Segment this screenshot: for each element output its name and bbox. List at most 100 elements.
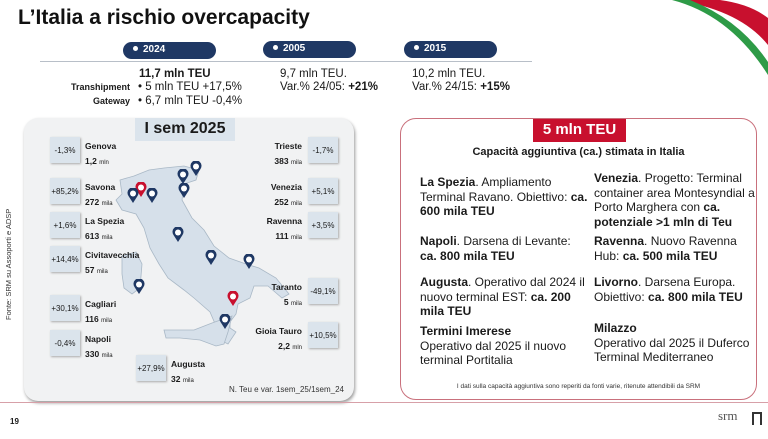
source-note: Fonte: SRM su Assoporti e ADSP — [4, 208, 13, 320]
port-label: La Spezia 613 mila — [85, 214, 124, 246]
capacity-port: Augusta — [420, 275, 468, 289]
capacity-item: Venezia. Progetto: Terminal container ar… — [594, 171, 755, 229]
total-2015: 10,2 mln TEU. — [412, 68, 486, 80]
port-name: Civitavecchia — [85, 250, 140, 260]
map-note: N. Teu e var. 1sem_25/1sem_24 — [228, 385, 344, 394]
port-value: 111 mila — [275, 231, 302, 241]
var-2005: Var.% 24/05: +21% — [280, 81, 378, 93]
label-transhipment: Transhipment — [70, 82, 130, 92]
port-label: Gioia Tauro 2,2 mln — [255, 324, 302, 356]
capacity-port: Venezia — [594, 171, 639, 185]
srm-logo: srm — [718, 408, 738, 423]
capacity-port: Ravenna — [594, 234, 645, 248]
port-label: Trieste 383 mila — [274, 139, 302, 171]
page-title: L’Italia a rischio overcapacity — [18, 6, 310, 29]
port-map-panel: I sem 2025 N. Teu e var. 1sem_25/1sem_24… — [24, 118, 354, 401]
capacity-item: Augusta. Operativo dal 2024 il nuovo ter… — [420, 275, 585, 318]
port-pin-icon — [243, 254, 255, 269]
port-value: 252 mila — [274, 197, 302, 207]
port-value: 272 mila — [85, 197, 113, 207]
port-pin-icon — [172, 227, 184, 242]
capacity-item: Termini Imerese Operativo dal 2025 il nuo… — [420, 324, 567, 367]
map-title: I sem 2025 — [135, 118, 235, 141]
port-name: Ravenna — [266, 216, 302, 226]
port-pin-icon — [178, 183, 190, 198]
label-gateway: Gateway — [92, 96, 130, 106]
port-change-2: +1,6% — [50, 212, 80, 238]
capacity-port: Milazzo — [594, 321, 637, 335]
port-label: Ravenna 111 mila — [267, 214, 302, 246]
port-name: Venezia — [270, 182, 302, 192]
timeline-line — [40, 61, 532, 62]
port-name: La Spezia — [85, 216, 125, 226]
gateway-value: • 6,7 mln TEU -0,4% — [138, 95, 243, 107]
port-pin-icon — [133, 279, 145, 294]
port-pin-icon — [227, 291, 239, 306]
port-value: 116 mila — [85, 314, 113, 324]
port-value: 330 mila — [85, 349, 113, 359]
capacity-item: Milazzo Operativo dal 2025 il Duferco Ter… — [594, 321, 750, 364]
port-change-5: -0,4% — [50, 330, 80, 356]
port-name: Taranto — [271, 282, 302, 292]
capacity-item: Napoli. Darsena di Levante: ca. 800 mila… — [420, 234, 571, 263]
srm-logo-mark — [752, 412, 762, 425]
capacity-port: La Spezia — [420, 175, 476, 189]
italian-flag-swoosh — [672, 0, 768, 75]
port-label: Savona 272 mila — [85, 180, 115, 212]
capacity-badge: 5 mln TEU — [533, 119, 626, 142]
port-name: Augusta — [171, 359, 205, 369]
port-label: Cagliari 116 mila — [85, 297, 116, 329]
port-change-7: -1,7% — [308, 137, 338, 163]
port-change-9: +3,5% — [308, 212, 338, 238]
capacity-item: La Spezia. Ampliamento Terminal Ravano. … — [420, 175, 588, 218]
transhipment-value: • 5 mln TEU +17,5% — [138, 81, 242, 93]
port-value: 613 mila — [85, 231, 113, 241]
port-pin-icon — [127, 188, 139, 203]
capacity-port: Napoli — [420, 234, 457, 248]
pill-2024: 2024 — [123, 42, 216, 59]
port-change-3: +14,4% — [50, 246, 80, 272]
port-change-11: +10,5% — [308, 322, 338, 348]
port-pin-icon — [219, 314, 231, 329]
port-name: Savona — [85, 182, 116, 192]
port-label: Napoli 330 mila — [85, 332, 113, 364]
port-name: Gioia Tauro — [255, 326, 302, 336]
var-2015: Var.% 24/15: +15% — [412, 81, 510, 93]
capacity-subtitle: Capacità aggiuntiva (ca.) stimata in Ita… — [472, 146, 685, 158]
capacity-note: I dati sulla capacità aggiuntiva sono re… — [456, 383, 701, 390]
port-name: Cagliari — [85, 299, 117, 309]
port-value: 2,2 mln — [278, 341, 302, 351]
port-value: 57 mila — [85, 265, 108, 275]
page-number: 19 — [10, 417, 19, 426]
footer-divider — [0, 402, 768, 403]
italy-map — [115, 165, 290, 347]
port-value: 1,2 mln — [85, 156, 109, 166]
port-pin-icon — [135, 182, 147, 197]
total-2005: 9,7 mln TEU. — [280, 68, 347, 80]
port-label: Augusta 32 mila — [171, 357, 205, 389]
port-change-1: +85,2% — [50, 178, 80, 204]
port-label: Genova 1,2 mln — [85, 139, 116, 171]
capacity-item: Livorno. Darsena Europa. Obiettivo: ca. … — [594, 275, 743, 304]
port-name: Genova — [85, 141, 117, 151]
port-pin-icon — [205, 250, 217, 265]
port-value: 32 mila — [171, 374, 194, 384]
port-value: 5 mila — [283, 297, 302, 307]
port-pin-icon — [146, 188, 158, 203]
port-label: Taranto 5 mila — [271, 280, 302, 312]
port-change-10: -49,1% — [308, 278, 338, 304]
port-pin-icon — [190, 161, 202, 176]
port-pin-icon — [177, 169, 189, 184]
capacity-port: Termini Imerese — [420, 324, 512, 338]
port-label: Venezia 252 mila — [271, 180, 302, 212]
pill-2015: 2015 — [404, 41, 497, 58]
port-change-0: -1,3% — [50, 137, 80, 163]
port-name: Napoli — [85, 334, 111, 344]
capacity-item: Ravenna. Nuovo Ravenna Hub: ca. 500 mila… — [594, 234, 737, 263]
port-name: Trieste — [274, 141, 302, 151]
capacity-port: Livorno — [594, 275, 638, 289]
port-change-8: +5,1% — [308, 178, 338, 204]
port-change-4: +30,1% — [50, 295, 80, 321]
port-change-6: +27,9% — [136, 355, 166, 381]
port-value: 383 mila — [274, 156, 302, 166]
